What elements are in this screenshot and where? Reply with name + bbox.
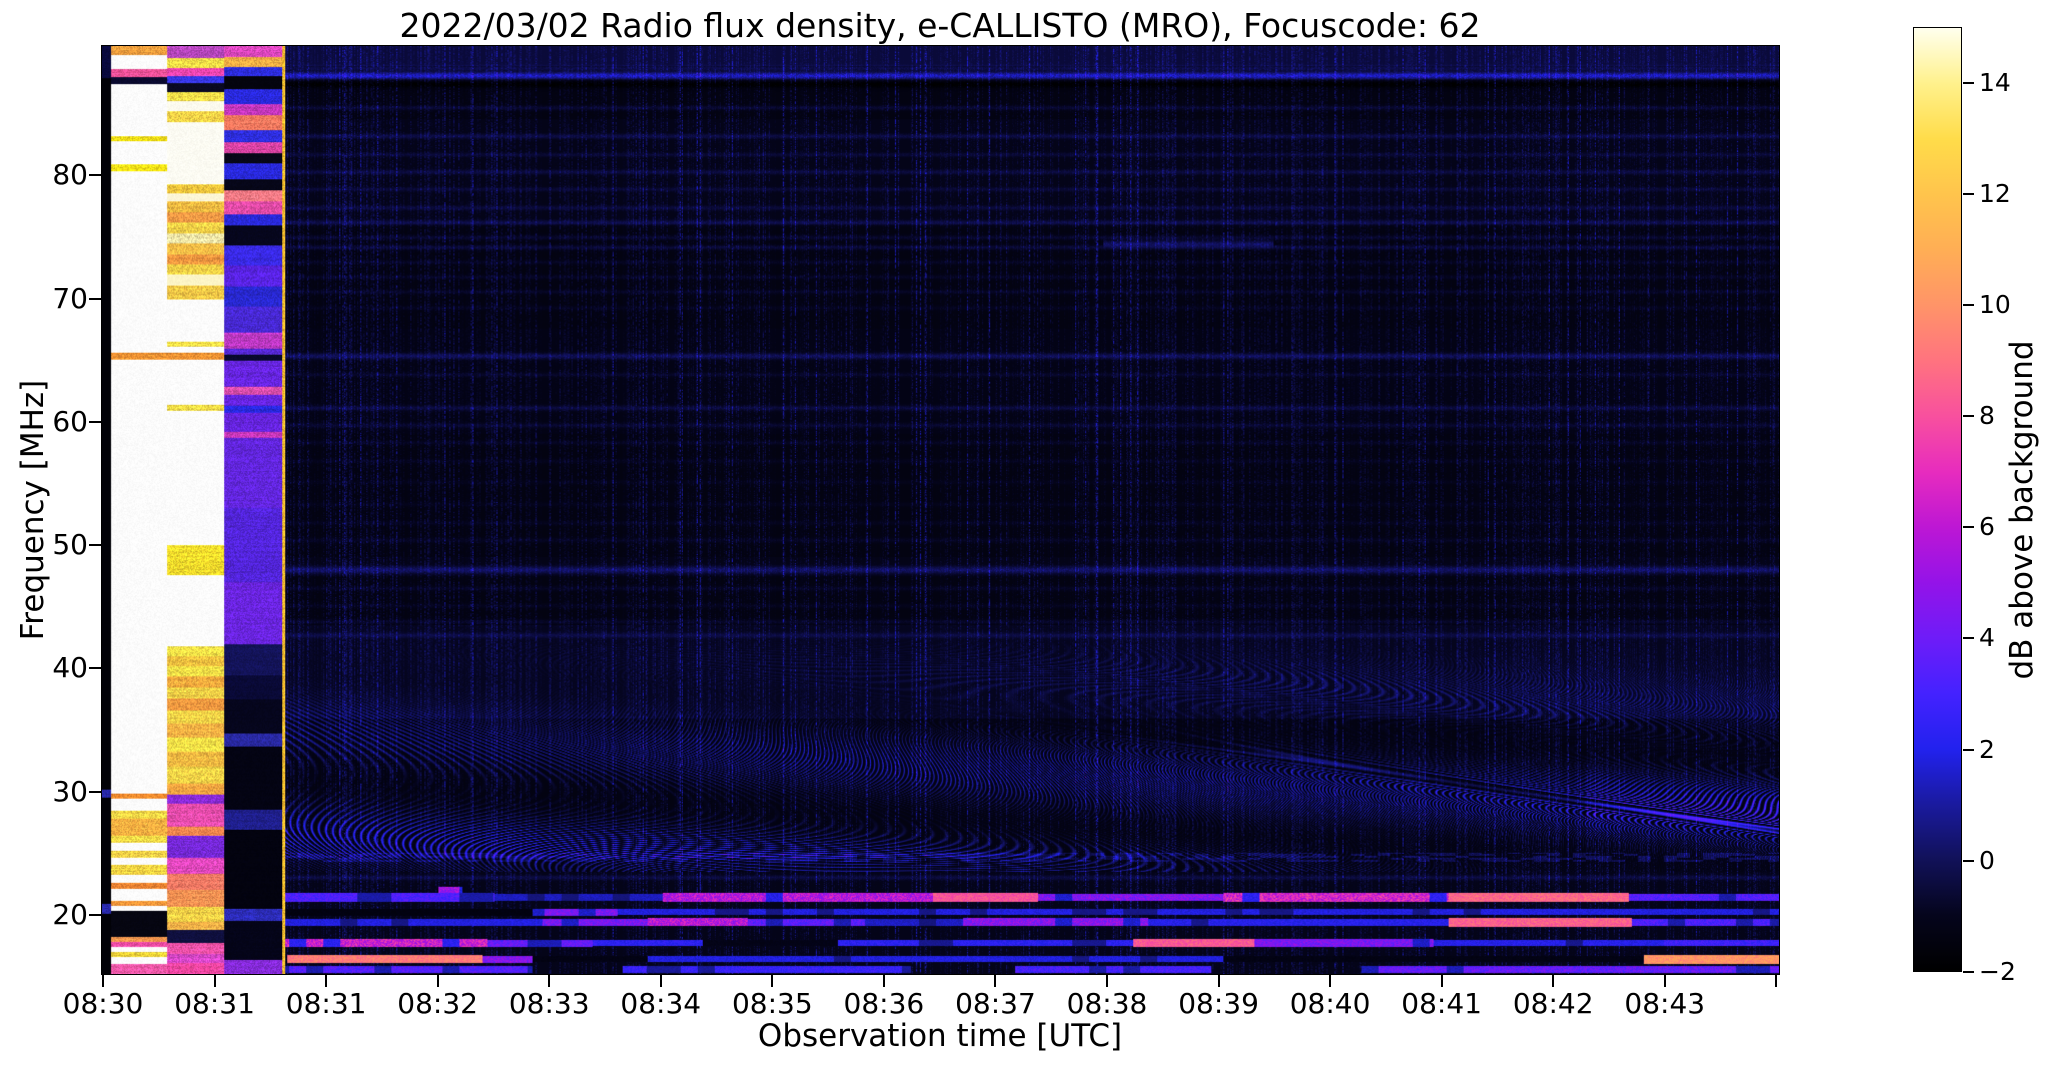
y-tick-label: 50: [52, 528, 88, 562]
y-tick-mark: [89, 420, 102, 423]
x-tick-mark: [1663, 974, 1666, 987]
x-tick-label: 08:41: [1401, 987, 1482, 1020]
x-tick-mark: [659, 974, 662, 987]
x-tick-label: 08:34: [620, 987, 702, 1020]
y-tick-mark: [89, 174, 102, 177]
x-tick-label: 08:31: [285, 987, 367, 1020]
x-tick-label: 08:31: [174, 987, 255, 1020]
colorbar-tick-label: 0: [1979, 845, 1995, 875]
colorbar-tick-label: 8: [1979, 401, 1995, 431]
colorbar-tick-mark: [1963, 415, 1974, 418]
colorbar-tick-label: 2: [1979, 734, 1995, 764]
x-tick-mark: [436, 974, 439, 987]
x-tick-mark: [213, 974, 216, 987]
colorbar: [1913, 27, 1962, 972]
x-tick-label: 08:32: [397, 987, 478, 1020]
x-tick-label: 08:30: [62, 987, 144, 1020]
colorbar-tick-label: 6: [1979, 512, 1995, 542]
x-tick-mark: [1775, 974, 1778, 987]
plot-area: [101, 45, 1780, 975]
x-axis-label: Observation time [UTC]: [757, 1018, 1123, 1054]
y-tick-label: 20: [52, 898, 88, 932]
colorbar-tick-mark: [1963, 971, 1974, 973]
colorbar-tick-mark: [1963, 303, 1974, 306]
x-tick-label: 08:37: [955, 987, 1036, 1020]
x-tick-mark: [548, 974, 551, 987]
x-tick-mark: [102, 974, 104, 987]
x-tick-mark: [882, 974, 885, 987]
x-tick-label: 08:38: [1066, 987, 1148, 1020]
x-tick-mark: [1217, 974, 1220, 987]
colorbar-tick-mark: [1963, 748, 1974, 751]
x-tick-label: 08:40: [1289, 987, 1371, 1020]
x-tick-mark: [1329, 974, 1332, 987]
x-tick-label: 08:35: [731, 987, 813, 1020]
colorbar-tick-mark: [1963, 192, 1974, 195]
colorbar-tick-mark: [1963, 859, 1974, 862]
colorbar-label: dB above background: [2004, 340, 2040, 680]
x-tick-mark: [994, 974, 997, 987]
x-tick-mark: [1105, 974, 1108, 987]
y-tick-label: 80: [52, 158, 88, 192]
y-tick-label: 30: [52, 774, 88, 808]
x-tick-mark: [1440, 974, 1443, 987]
colorbar-tick-mark: [1963, 81, 1974, 84]
y-tick-mark: [89, 790, 102, 793]
colorbar-tick-mark: [1963, 526, 1974, 529]
colorbar-tick-label: −2: [1979, 957, 2016, 986]
chart-title: 2022/03/02 Radio flux density, e-CALLIST…: [399, 6, 1481, 45]
x-tick-mark: [771, 974, 774, 987]
y-tick-label: 40: [52, 651, 88, 685]
y-tick-mark: [89, 667, 102, 670]
spectrogram-canvas: [102, 46, 1779, 974]
y-tick-label: 70: [52, 281, 88, 315]
colorbar-tick-label: 4: [1979, 623, 1995, 653]
colorbar-tick-label: 10: [1979, 289, 2011, 319]
y-tick-mark: [89, 297, 102, 300]
x-tick-label: 08:39: [1178, 987, 1259, 1020]
colorbar-tick-label: 14: [1979, 67, 2011, 97]
y-tick-mark: [89, 914, 102, 917]
x-tick-label: 08:33: [508, 987, 590, 1020]
y-tick-mark: [89, 544, 102, 547]
x-tick-label: 08:36: [843, 987, 925, 1020]
x-tick-label: 08:43: [1624, 987, 1706, 1020]
colorbar-tick-mark: [1963, 637, 1974, 640]
x-tick-mark: [325, 974, 328, 987]
y-tick-label: 60: [52, 404, 88, 438]
x-tick-label: 08:42: [1512, 987, 1594, 1020]
x-tick-mark: [1552, 974, 1555, 987]
colorbar-tick-label: 12: [1979, 178, 2011, 208]
